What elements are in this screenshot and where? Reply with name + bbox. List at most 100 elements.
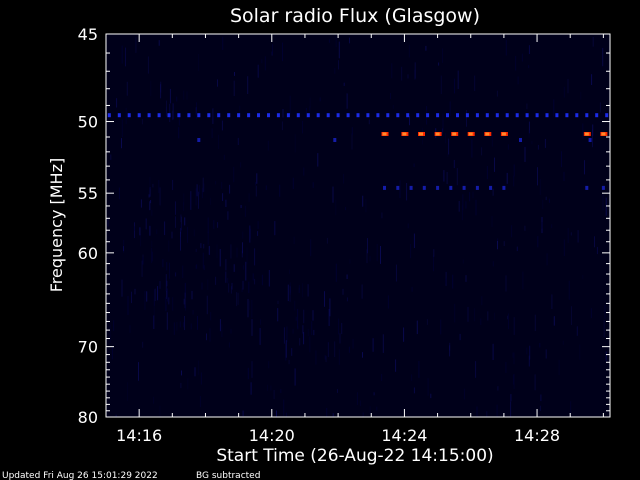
noise-streak: [463, 388, 465, 400]
noise-streak: [286, 326, 288, 343]
noise-streak: [521, 53, 523, 62]
noise-streak: [129, 325, 131, 333]
channel-mark: [276, 113, 280, 118]
noise-streak: [309, 106, 311, 112]
noise-streak: [151, 251, 153, 262]
channel-mark: [416, 113, 420, 118]
noise-streak: [447, 153, 449, 157]
noise-streak: [427, 378, 429, 396]
noise-streak: [176, 321, 178, 331]
noise-streak: [528, 355, 530, 367]
noise-streak: [131, 291, 132, 304]
noise-streak: [449, 345, 451, 357]
noise-streak: [513, 352, 515, 365]
noise-streak: [413, 233, 415, 248]
noise-streak: [472, 191, 474, 199]
channel-mark: [197, 113, 201, 118]
noise-streak: [162, 259, 164, 268]
noise-streak: [169, 262, 170, 279]
noise-streak: [544, 138, 546, 148]
noise-streak: [592, 129, 593, 148]
noise-streak: [356, 392, 358, 405]
noise-streak: [159, 187, 161, 206]
noise-streak: [142, 256, 144, 265]
noise-streak: [165, 106, 167, 115]
noise-streak: [545, 196, 547, 201]
noise-streak: [558, 359, 560, 375]
noise-streak: [513, 317, 515, 335]
noise-streak: [251, 319, 253, 336]
noise-streak: [279, 184, 281, 197]
noise-streak: [381, 373, 383, 381]
noise-streak: [153, 289, 155, 306]
noise-streak: [207, 231, 209, 245]
noise-streak: [305, 108, 307, 118]
noise-streak: [445, 132, 446, 144]
noise-streak: [392, 104, 394, 109]
noise-streak: [465, 275, 467, 282]
noise-streak: [327, 342, 329, 357]
noise-streak: [230, 286, 232, 294]
noise-streak: [579, 344, 581, 360]
noise-streak: [236, 292, 238, 307]
channel-mark: [247, 113, 251, 118]
noise-streak: [307, 329, 309, 337]
noise-streak: [584, 160, 585, 175]
noise-streak: [546, 253, 548, 266]
noise-streak: [335, 35, 337, 47]
channel-mark: [157, 113, 161, 118]
noise-streak: [480, 318, 482, 325]
noise-streak: [246, 247, 248, 265]
noise-streak: [277, 308, 279, 322]
noise-streak: [461, 205, 463, 221]
noise-streak: [277, 300, 279, 304]
noise-streak: [294, 300, 296, 311]
noise-streak: [116, 98, 118, 108]
noise-streak: [387, 295, 389, 309]
channel-mark: [237, 113, 241, 118]
noise-streak: [376, 244, 378, 262]
channel-mark: [595, 113, 599, 118]
noise-streak: [221, 181, 223, 189]
noise-streak: [225, 199, 227, 207]
noise-streak: [193, 229, 195, 237]
burst-marks: [107, 113, 609, 190]
noise-streak: [191, 290, 193, 300]
noise-layer: [107, 35, 610, 417]
noise-streak: [152, 183, 154, 188]
noise-streak: [198, 360, 200, 375]
noise-streak: [292, 177, 294, 189]
noise-streak: [577, 230, 579, 243]
channel-mark: [555, 113, 559, 118]
noise-streak: [172, 297, 174, 311]
noise-streak: [338, 41, 340, 59]
noise-streak: [257, 231, 259, 236]
noise-streak: [443, 170, 445, 182]
noise-streak: [528, 121, 530, 134]
noise-streak: [169, 103, 171, 122]
noise-streak: [457, 70, 459, 89]
noise-streak: [594, 236, 595, 248]
noise-streak: [195, 264, 197, 269]
noise-streak: [334, 341, 336, 358]
noise-streak: [373, 392, 375, 396]
noise-streak: [534, 374, 536, 391]
noise-streak: [197, 191, 199, 209]
noise-streak: [288, 359, 290, 365]
noise-streak: [454, 303, 456, 323]
noise-streak: [407, 74, 409, 79]
noise-streak: [539, 179, 541, 196]
noise-streak: [471, 138, 473, 158]
noise-streak: [528, 130, 530, 138]
channel-mark: [167, 113, 171, 118]
channel-mark: [396, 185, 400, 190]
noise-streak: [298, 287, 300, 293]
noise-streak: [184, 292, 186, 309]
noise-streak: [367, 238, 368, 254]
noise-streak: [233, 166, 235, 183]
noise-streak: [210, 197, 212, 205]
noise-streak: [265, 185, 267, 191]
noise-streak: [475, 361, 477, 378]
noise-streak: [486, 166, 488, 180]
channel-mark: [137, 113, 141, 118]
